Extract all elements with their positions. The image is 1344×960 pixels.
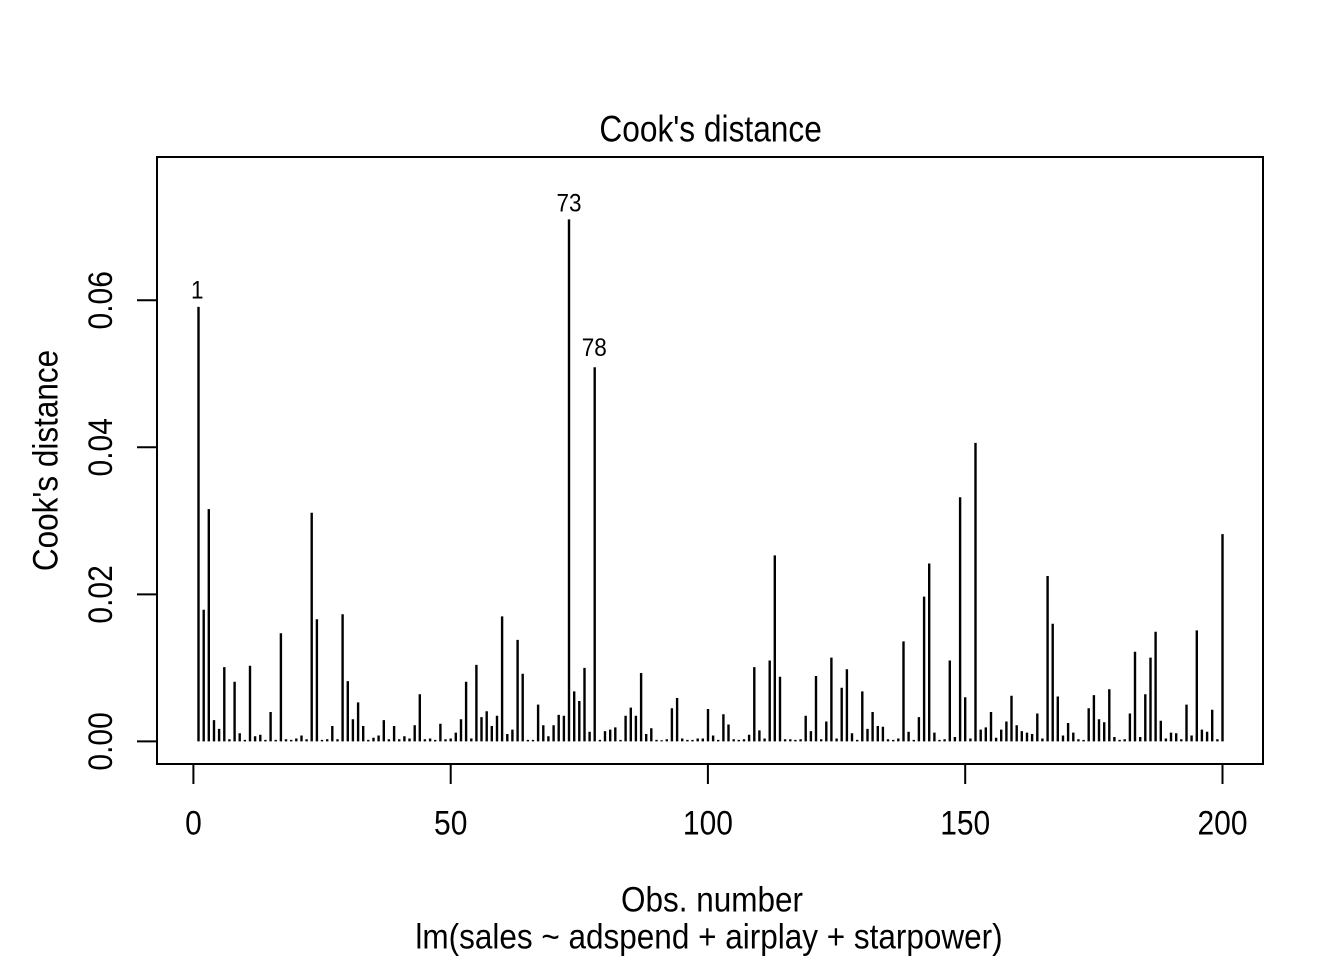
- svg-text:200: 200: [1197, 804, 1247, 842]
- svg-text:73: 73: [556, 190, 581, 218]
- svg-text:0.06: 0.06: [81, 271, 119, 329]
- svg-text:lm(sales ~ adspend + airplay +: lm(sales ~ adspend + airplay + starpower…: [415, 918, 1002, 957]
- svg-text:100: 100: [683, 804, 733, 842]
- svg-text:Obs. number: Obs. number: [621, 881, 803, 920]
- svg-text:0: 0: [185, 804, 202, 842]
- svg-text:78: 78: [582, 334, 607, 362]
- svg-text:Cook's distance: Cook's distance: [599, 109, 821, 150]
- svg-text:Cook's distance: Cook's distance: [27, 350, 66, 571]
- svg-text:150: 150: [940, 804, 990, 842]
- svg-text:0.00: 0.00: [81, 712, 119, 770]
- svg-text:50: 50: [434, 804, 467, 842]
- svg-text:1: 1: [191, 276, 204, 304]
- svg-text:0.02: 0.02: [81, 565, 119, 623]
- svg-text:0.04: 0.04: [81, 418, 119, 476]
